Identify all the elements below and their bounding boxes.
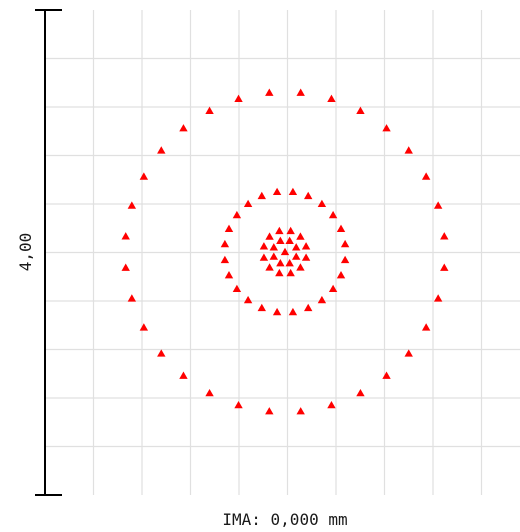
spot-point-ring-4 <box>285 259 294 267</box>
scale-label: 4,00 <box>16 233 35 272</box>
spot-point-ring-2 <box>317 295 327 304</box>
spot-point-ring-1 <box>404 146 413 154</box>
spot-point-ring-1 <box>356 106 365 114</box>
spot-point-ring-1 <box>127 201 137 209</box>
spot-point-ring-2 <box>288 307 298 316</box>
spot-point-ring-2 <box>220 255 230 264</box>
spot-point-ring-2 <box>243 199 253 208</box>
spot-point-ring-2 <box>317 199 327 208</box>
spot-point-ring-3 <box>265 232 274 240</box>
spot-point-ring-4 <box>269 243 278 251</box>
spot-point-ring-1 <box>440 232 449 240</box>
spot-point-ring-1 <box>356 388 365 397</box>
spot-point-ring-1 <box>265 88 274 96</box>
spot-point-ring-4 <box>292 243 301 251</box>
spot-point-ring-4 <box>285 236 294 244</box>
spot-point-center <box>280 247 290 256</box>
spot-point-ring-2 <box>340 239 350 248</box>
spot-point-ring-2 <box>288 187 298 196</box>
spot-point-ring-2 <box>257 191 266 200</box>
spot-point-ring-2 <box>272 187 282 196</box>
spot-point-ring-1 <box>327 400 336 409</box>
spot-point-ring-3 <box>259 253 269 261</box>
spot-point-ring-4 <box>276 259 285 267</box>
spot-point-ring-3 <box>275 226 284 235</box>
spot-point-ring-2 <box>257 303 266 312</box>
spot-point-ring-1 <box>205 388 214 397</box>
spot-point-ring-3 <box>286 268 295 277</box>
spot-point-ring-1 <box>296 407 305 415</box>
spot-point-ring-2 <box>304 191 313 200</box>
spot-point-ring-1 <box>127 294 137 302</box>
spot-point-ring-2 <box>272 307 282 316</box>
spot-point-ring-3 <box>259 242 269 250</box>
spot-point-ring-1 <box>265 407 274 415</box>
spot-point-ring-1 <box>382 371 391 379</box>
spot-point-ring-2 <box>328 210 338 219</box>
spot-point-ring-3 <box>286 226 295 235</box>
spot-point-ring-1 <box>404 349 413 357</box>
x-axis-label: IMA: 0,000 mm <box>222 510 347 529</box>
spot-point-ring-1 <box>179 371 188 379</box>
spot-point-ring-3 <box>301 242 311 250</box>
spot-point-ring-1 <box>121 232 130 240</box>
spot-point-ring-2 <box>340 255 350 264</box>
spot-point-ring-2 <box>336 224 346 232</box>
spot-point-ring-3 <box>265 263 274 271</box>
spot-point-ring-2 <box>336 271 346 279</box>
spot-point-ring-3 <box>296 232 305 240</box>
spot-point-ring-1 <box>179 124 188 132</box>
spot-point-ring-1 <box>234 94 243 102</box>
spot-point-ring-1 <box>440 263 449 271</box>
spot-point-ring-1 <box>157 146 166 154</box>
spot-point-ring-1 <box>234 400 243 409</box>
spot-point-ring-2 <box>232 284 242 293</box>
scale-bar: 4,00 <box>16 9 62 496</box>
spot-point-ring-3 <box>296 263 305 271</box>
spot-point-ring-1 <box>157 349 166 357</box>
spot-point-ring-1 <box>421 172 431 180</box>
spot-point-ring-2 <box>232 210 242 219</box>
spot-point-ring-2 <box>304 303 313 312</box>
spot-point-ring-2 <box>328 284 338 293</box>
spot-point-ring-1 <box>327 94 336 102</box>
spot-point-ring-2 <box>220 239 230 248</box>
spot-point-ring-1 <box>421 323 431 331</box>
spot-point-ring-4 <box>269 252 278 260</box>
spot-point-ring-1 <box>139 172 149 180</box>
spot-point-ring-1 <box>433 294 443 302</box>
spot-point-ring-1 <box>205 106 214 114</box>
spot-point-ring-3 <box>275 268 284 277</box>
spot-point-ring-1 <box>382 124 391 132</box>
spot-point-ring-1 <box>121 263 130 271</box>
spot-point-ring-1 <box>296 88 305 96</box>
spot-point-ring-2 <box>224 271 234 279</box>
spot-points <box>121 88 449 415</box>
spot-point-ring-2 <box>224 224 234 232</box>
spot-point-ring-1 <box>433 201 443 209</box>
spot-point-ring-4 <box>276 236 285 244</box>
spot-point-ring-2 <box>243 295 253 304</box>
spot-point-ring-3 <box>301 253 311 261</box>
spot-point-ring-1 <box>139 323 149 331</box>
spot-point-ring-4 <box>292 252 301 260</box>
